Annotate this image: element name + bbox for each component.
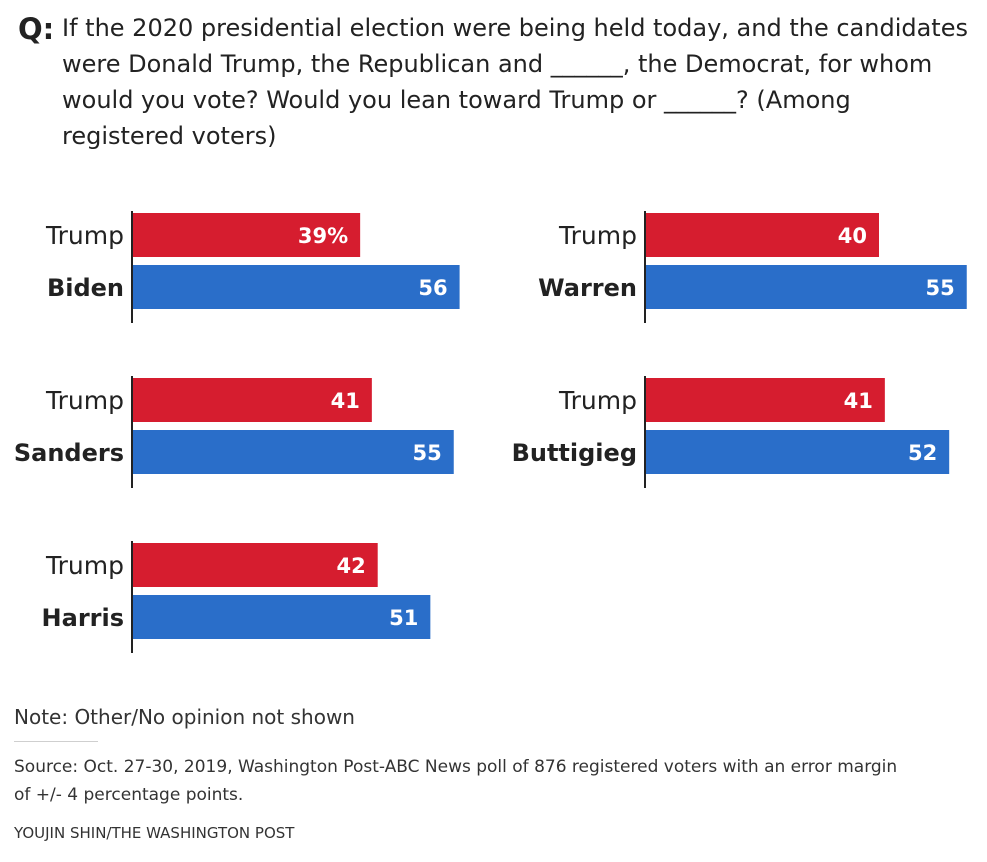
value-label: 39%: [298, 224, 348, 248]
bar-republican-trump: [132, 543, 378, 587]
chart-note: Note: Other/No opinion not shown: [14, 705, 355, 729]
value-label: 55: [413, 441, 442, 465]
value-label: 42: [336, 554, 365, 578]
candidate-label: Warren: [538, 274, 637, 302]
candidate-label: Trump: [45, 551, 124, 580]
value-label: 56: [418, 276, 447, 300]
candidate-label: Trump: [558, 221, 637, 250]
divider: [14, 741, 98, 742]
credit-text: YOUJIN SHIN/THE WASHINGTON POST: [14, 824, 295, 842]
bar-democrat-biden: [132, 265, 460, 309]
bar-republican-trump: [132, 213, 361, 257]
value-label: 55: [926, 276, 955, 300]
bar-republican-trump: [645, 378, 885, 422]
bar-democrat-warren: [645, 265, 967, 309]
candidate-label: Sanders: [14, 439, 124, 467]
candidate-label: Trump: [558, 386, 637, 415]
bar-democrat-harris: [132, 595, 431, 639]
candidate-label: Buttigieg: [512, 439, 637, 467]
matchup-bar-charts: 39% Trump 56 Biden 40 Trump 55 Warren 41 Trump 55 S…: [14, 211, 967, 653]
bar-democrat-sanders: [132, 430, 454, 474]
question-label: Q:: [18, 12, 55, 46]
source-text: Source: Oct. 27-30, 2019, Washington Pos…: [14, 757, 898, 805]
candidate-label: Trump: [45, 386, 124, 415]
value-label: 52: [908, 441, 937, 465]
bar-democrat-buttigieg: [645, 430, 950, 474]
candidate-label: Biden: [47, 274, 124, 302]
bar-republican-trump: [132, 378, 372, 422]
candidate-label: Harris: [42, 604, 124, 632]
candidate-label: Trump: [45, 221, 124, 250]
value-label: 41: [844, 389, 873, 413]
bar-republican-trump: [645, 213, 879, 257]
question-text: If the 2020 presidential election were b…: [62, 14, 968, 150]
value-label: 41: [331, 389, 360, 413]
value-label: 51: [389, 606, 418, 630]
value-label: 40: [838, 224, 867, 248]
